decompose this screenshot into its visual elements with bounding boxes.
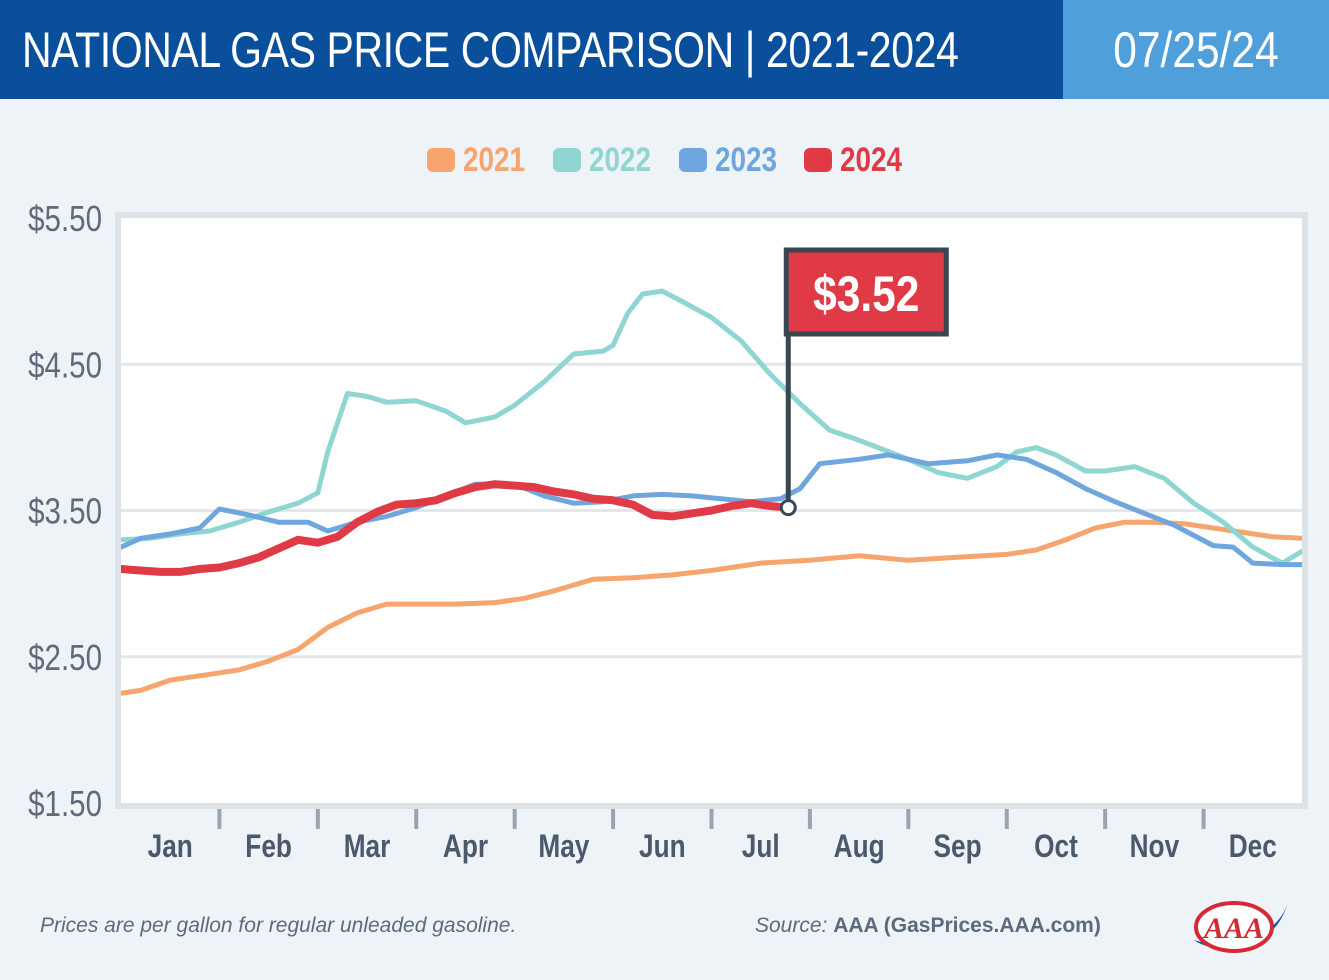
plot-frame [115, 212, 1308, 809]
x-tick-label-apr: Apr [443, 830, 488, 865]
page-title: NATIONAL GAS PRICE COMPARISON | 2021-202… [22, 22, 959, 78]
legend-swatch [427, 148, 456, 172]
legend-item-2024: 2024 [804, 141, 902, 180]
legend-label: 2021 [463, 140, 526, 179]
y-tick-label: $3.50 [28, 491, 102, 531]
x-tick-label-mar: Mar [344, 830, 391, 865]
footer-note: Prices are per gallon for regular unlead… [40, 914, 517, 937]
x-tick-label-jan: Jan [148, 830, 193, 865]
y-tick-label: $5.50 [28, 198, 102, 238]
x-tick-label-dec: Dec [1229, 830, 1277, 865]
series-line-2024 [121, 480, 793, 576]
legend-swatch [552, 148, 581, 172]
chart-legend: 2021 2022 2023 2024 [0, 138, 1329, 182]
x-tick-label-feb: Feb [245, 830, 292, 865]
x-tick-label-jun: Jun [639, 830, 686, 865]
logo-text: AAA [1202, 912, 1264, 945]
legend-swatch [804, 148, 833, 172]
series-line-2021 [121, 519, 1302, 696]
x-tick-label-may: May [538, 830, 590, 865]
footer-source: Source: AAA (GasPrices.AAA.com) [755, 914, 1101, 938]
series-line-2022 [121, 288, 1302, 566]
callout-point [779, 499, 797, 517]
date-box: 07/25/24 [1063, 0, 1329, 99]
y-tick-label: $4.50 [28, 344, 102, 384]
callout-label: $3.52 [813, 266, 919, 322]
legend-label: 2023 [714, 140, 777, 179]
legend-label: 2022 [588, 140, 651, 179]
x-tick-label-sep: Sep [933, 830, 981, 865]
y-tick-label: $2.50 [28, 637, 102, 677]
aaa-logo-icon: AAA [1194, 901, 1288, 953]
legend-swatch [678, 148, 707, 172]
y-tick-label: $1.50 [28, 783, 102, 823]
x-tick-label-jul: Jul [742, 830, 780, 865]
source-label: Source: [755, 914, 828, 937]
line-chart: $1.50 $2.50 $3.50 $4.50 $5.50 Jan Feb Mar Apr May… [28, 198, 1308, 865]
legend-item-2023: 2023 [678, 140, 777, 180]
legend-item-2021: 2021 [427, 141, 525, 180]
series-line-2023 [121, 452, 1302, 568]
source-value: AAA (GasPrices.AAA.com) [833, 914, 1101, 937]
x-tick-label-oct: Oct [1034, 830, 1078, 865]
header-bar: NATIONAL GAS PRICE COMPARISON | 2021-202… [0, 0, 1063, 99]
x-tick-label-nov: Nov [1130, 830, 1180, 865]
legend-item-2022: 2022 [552, 140, 651, 180]
date-label: 07/25/24 [1113, 22, 1279, 78]
x-tick-label-aug: Aug [834, 830, 885, 865]
legend-label: 2024 [840, 140, 903, 179]
callout-box [783, 247, 949, 337]
